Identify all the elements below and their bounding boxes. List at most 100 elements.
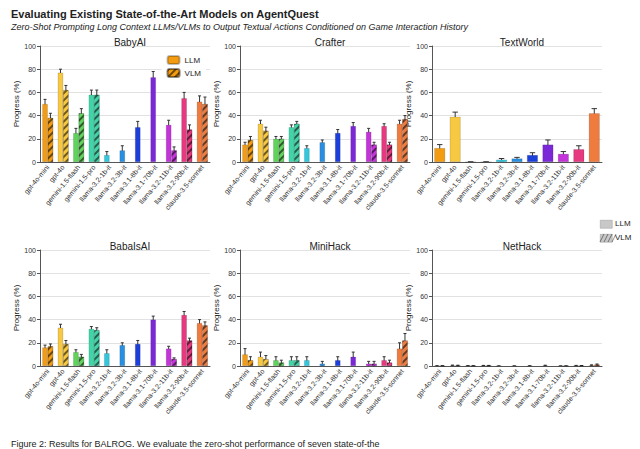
svg-text:llama-3.1-8b-it: llama-3.1-8b-it xyxy=(109,163,144,203)
svg-text:0: 0 xyxy=(32,363,36,370)
svg-text:VLM: VLM xyxy=(615,233,632,242)
svg-text:Progress (%): Progress (%) xyxy=(212,284,221,331)
svg-text:claude-3.5-sonnet: claude-3.5-sonnet xyxy=(556,164,597,211)
svg-text:NetHack: NetHack xyxy=(503,241,542,252)
svg-text:Zero-Shot Prompting Long Conte: Zero-Shot Prompting Long Context LLMs/VL… xyxy=(10,22,469,32)
svg-text:llama-3.1-70b-it: llama-3.1-70b-it xyxy=(122,163,159,206)
svg-text:gemini-1.5-flash: gemini-1.5-flash xyxy=(435,163,474,207)
svg-text:40: 40 xyxy=(228,112,236,119)
svg-text:gemini-1.5-pro: gemini-1.5-pro xyxy=(262,163,297,203)
svg-text:0: 0 xyxy=(32,159,36,166)
svg-text:60: 60 xyxy=(28,89,36,96)
svg-text:80: 80 xyxy=(228,270,236,277)
svg-text:claude-3.5-sonnet: claude-3.5-sonnet xyxy=(364,368,405,415)
svg-text:60: 60 xyxy=(420,89,428,96)
svg-text:llama-3.1-70b-it: llama-3.1-70b-it xyxy=(514,367,551,410)
svg-text:40: 40 xyxy=(420,112,428,119)
svg-text:MiniHack: MiniHack xyxy=(309,241,351,252)
svg-text:Progress (%): Progress (%) xyxy=(12,284,21,331)
svg-text:Progress (%): Progress (%) xyxy=(404,284,413,331)
svg-text:llama-3.2-11b-it: llama-3.2-11b-it xyxy=(529,367,566,410)
svg-text:llama-3.1-70b-it: llama-3.1-70b-it xyxy=(322,163,359,206)
svg-text:TextWorld: TextWorld xyxy=(500,37,544,48)
svg-text:llama-3.1-8b-it: llama-3.1-8b-it xyxy=(109,367,144,407)
svg-text:llama-3.1-8b-it: llama-3.1-8b-it xyxy=(309,163,344,203)
svg-text:20: 20 xyxy=(420,135,428,142)
svg-text:claude-3.5-sonnet: claude-3.5-sonnet xyxy=(364,164,405,211)
svg-text:60: 60 xyxy=(28,293,36,300)
svg-text:llama-3.2-90b-it: llama-3.2-90b-it xyxy=(352,163,390,206)
svg-text:llama-3.2-90b-it: llama-3.2-90b-it xyxy=(152,163,190,206)
svg-text:60: 60 xyxy=(228,293,236,300)
svg-text:claude-3.5-sonnet: claude-3.5-sonnet xyxy=(164,368,205,415)
svg-text:gemini-1.5-flash: gemini-1.5-flash xyxy=(43,367,82,411)
svg-text:40: 40 xyxy=(228,316,236,323)
svg-text:80: 80 xyxy=(228,66,236,73)
svg-text:100: 100 xyxy=(416,43,428,50)
svg-text:100: 100 xyxy=(416,247,428,254)
svg-text:60: 60 xyxy=(420,293,428,300)
svg-text:llama-3.2-11b-it: llama-3.2-11b-it xyxy=(337,367,374,410)
svg-text:gemini-1.5-flash: gemini-1.5-flash xyxy=(43,163,82,207)
svg-text:80: 80 xyxy=(28,66,36,73)
svg-text:llama-3.2-3b-it: llama-3.2-3b-it xyxy=(485,163,520,203)
svg-text:gemini-1.5-pro: gemini-1.5-pro xyxy=(62,163,97,203)
svg-text:VLM: VLM xyxy=(185,69,202,78)
svg-text:llama-3.2-1b-it: llama-3.2-1b-it xyxy=(78,367,113,407)
svg-text:100: 100 xyxy=(24,43,36,50)
svg-text:Evaluating Existing State-of-t: Evaluating Existing State-of-the-Art Mod… xyxy=(11,8,319,20)
svg-text:20: 20 xyxy=(228,339,236,346)
svg-text:LLM: LLM xyxy=(615,219,631,228)
svg-text:80: 80 xyxy=(420,66,428,73)
svg-text:0: 0 xyxy=(424,159,428,166)
svg-text:claude-3.5-sonnet: claude-3.5-sonnet xyxy=(556,368,597,415)
svg-text:Progress (%): Progress (%) xyxy=(212,80,221,127)
svg-text:llama-3.2-1b-it: llama-3.2-1b-it xyxy=(78,163,113,203)
svg-text:gemini-1.5-pro: gemini-1.5-pro xyxy=(62,367,97,407)
svg-text:llama-3.1-8b-it: llama-3.1-8b-it xyxy=(501,163,536,203)
svg-text:gemini-1.5-flash: gemini-1.5-flash xyxy=(243,367,282,411)
svg-text:40: 40 xyxy=(28,316,36,323)
svg-text:llama-3.2-1b-it: llama-3.2-1b-it xyxy=(470,163,505,203)
svg-text:20: 20 xyxy=(28,135,36,142)
svg-text:40: 40 xyxy=(420,316,428,323)
svg-text:llama-3.2-90b-it: llama-3.2-90b-it xyxy=(152,367,190,410)
svg-text:llama-3.2-11b-it: llama-3.2-11b-it xyxy=(137,367,174,410)
svg-text:gemini-1.5-flash: gemini-1.5-flash xyxy=(435,367,474,411)
svg-text:llama-3.2-11b-it: llama-3.2-11b-it xyxy=(337,163,374,206)
svg-text:Crafter: Crafter xyxy=(315,37,346,48)
svg-text:Figure 2: Results for BALROG.: Figure 2: Results for BALROG. We evaluat… xyxy=(11,439,380,449)
svg-text:llama-3.1-70b-it: llama-3.1-70b-it xyxy=(514,163,551,206)
svg-text:llama-3.2-11b-it: llama-3.2-11b-it xyxy=(137,163,174,206)
svg-text:0: 0 xyxy=(232,363,236,370)
svg-text:llama-3.1-70b-it: llama-3.1-70b-it xyxy=(322,367,359,410)
svg-text:100: 100 xyxy=(24,247,36,254)
svg-text:gemini-1.5-pro: gemini-1.5-pro xyxy=(454,163,489,203)
svg-text:llama-3.2-1b-it: llama-3.2-1b-it xyxy=(278,163,313,203)
svg-text:BabaIsAI: BabaIsAI xyxy=(110,241,151,252)
svg-text:60: 60 xyxy=(228,89,236,96)
svg-text:llama-3.2-11b-it: llama-3.2-11b-it xyxy=(529,163,566,206)
svg-text:100: 100 xyxy=(224,43,236,50)
svg-text:80: 80 xyxy=(28,270,36,277)
svg-text:llama-3.2-3b-it: llama-3.2-3b-it xyxy=(93,367,128,407)
svg-text:20: 20 xyxy=(420,339,428,346)
svg-text:claude-3.5-sonnet: claude-3.5-sonnet xyxy=(164,164,205,211)
svg-text:20: 20 xyxy=(28,339,36,346)
svg-text:llama-3.2-90b-it: llama-3.2-90b-it xyxy=(352,367,390,410)
svg-text:BabyAI: BabyAI xyxy=(114,37,146,48)
svg-text:LLM: LLM xyxy=(185,56,201,65)
svg-text:40: 40 xyxy=(28,112,36,119)
svg-text:llama-3.2-3b-it: llama-3.2-3b-it xyxy=(93,163,128,203)
svg-text:Progress (%): Progress (%) xyxy=(12,80,21,127)
svg-text:80: 80 xyxy=(420,270,428,277)
svg-text:llama-3.2-3b-it: llama-3.2-3b-it xyxy=(293,163,328,203)
svg-text:100: 100 xyxy=(224,247,236,254)
svg-text:0: 0 xyxy=(232,159,236,166)
svg-text:llama-3.2-90b-it: llama-3.2-90b-it xyxy=(544,367,582,410)
svg-text:llama-3.1-70b-it: llama-3.1-70b-it xyxy=(122,367,159,410)
svg-text:gemini-1.5-flash: gemini-1.5-flash xyxy=(243,163,282,207)
svg-text:0: 0 xyxy=(424,363,428,370)
svg-text:20: 20 xyxy=(228,135,236,142)
svg-text:llama-3.2-90b-it: llama-3.2-90b-it xyxy=(544,163,582,206)
